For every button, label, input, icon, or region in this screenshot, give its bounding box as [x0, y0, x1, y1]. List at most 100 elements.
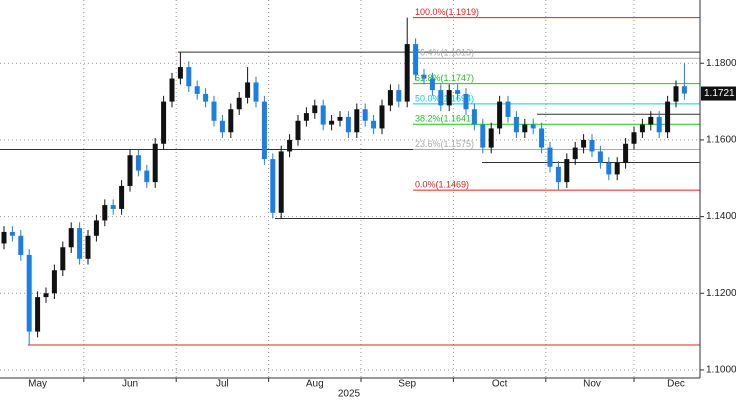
candle-body — [295, 120, 301, 140]
candle-body — [463, 93, 469, 110]
candle-body — [597, 151, 603, 163]
candle-body — [362, 109, 368, 121]
candle-body — [144, 170, 150, 183]
candle-body — [9, 231, 15, 236]
x-tick-label: Jun — [122, 379, 138, 390]
x-tick-label: Sep — [398, 379, 416, 390]
candle-body — [228, 109, 234, 133]
candle-body — [522, 124, 528, 133]
candle-body — [127, 155, 133, 186]
candle-body — [303, 113, 309, 121]
candle-body — [245, 82, 251, 98]
last-price-box — [701, 86, 736, 101]
candle-body — [480, 124, 486, 148]
candle-body — [614, 162, 620, 175]
candle-body — [505, 101, 511, 117]
candle-body — [639, 124, 645, 133]
candle-body — [177, 67, 183, 79]
y-tick-label: 1.1000 — [706, 365, 736, 376]
candle-body — [564, 159, 570, 183]
candle-body — [68, 228, 74, 248]
y-tick-label: 1.1600 — [706, 135, 736, 146]
candle-body — [623, 143, 629, 163]
fib-label: 23.6%(1.1575) — [415, 139, 474, 149]
candle-body — [312, 105, 318, 114]
candle-body — [648, 116, 654, 125]
candle-body — [387, 90, 393, 106]
y-tick-label: 1.1200 — [706, 288, 736, 299]
candle-body — [270, 159, 276, 213]
candle-body — [337, 116, 343, 121]
candle-body — [530, 124, 536, 129]
candle-body — [606, 162, 612, 175]
candle-body — [665, 101, 671, 133]
candle-body — [572, 147, 578, 160]
x-tick-label: Aug — [306, 379, 324, 390]
candle-body — [18, 235, 24, 255]
candle-body — [211, 101, 217, 121]
candle-body — [1, 231, 7, 244]
candle-body — [446, 90, 452, 106]
x-axis-label: 2025 — [338, 389, 361, 400]
candle-body — [194, 86, 200, 94]
candle-body — [345, 116, 351, 133]
candle-body — [656, 116, 662, 133]
candle-body — [396, 90, 402, 102]
y-tick-label: 1.1800 — [706, 58, 736, 69]
fib-label: 100.0%(1.1919) — [415, 7, 479, 17]
candle-body — [102, 205, 108, 221]
candle-body — [413, 44, 419, 75]
last-price-label: 1.1721 — [704, 88, 735, 99]
fib-label: 76.4%(1.1813) — [415, 48, 474, 58]
candle-body — [631, 132, 637, 144]
fib-label: 38.2%(1.1641) — [415, 114, 474, 124]
candle-body — [161, 101, 167, 144]
candle-body — [261, 101, 267, 160]
candle-body — [379, 105, 385, 129]
candle-body — [152, 143, 158, 183]
candle-body — [673, 86, 679, 102]
candle-body — [681, 86, 687, 94]
candle-body — [329, 120, 335, 125]
candle-body — [85, 235, 91, 259]
candle-body — [169, 78, 175, 102]
candle-body — [421, 74, 427, 79]
candle-body — [589, 139, 595, 152]
candle-body — [354, 109, 360, 133]
candle-body — [26, 254, 32, 332]
candle-body — [60, 247, 66, 271]
candle-body — [203, 93, 209, 102]
candle-body — [119, 185, 125, 209]
candle-body — [471, 109, 477, 125]
x-tick-label: May — [28, 379, 47, 390]
candle-body — [488, 128, 494, 148]
candle-body — [253, 82, 259, 102]
fib-label: 0.0%(1.1469) — [415, 180, 469, 190]
candle-body — [51, 270, 57, 294]
candle-body — [429, 78, 435, 91]
candle-body — [555, 166, 561, 183]
candle-body — [371, 120, 377, 129]
candle-body — [539, 128, 545, 148]
candle-body — [513, 116, 519, 133]
candle-body — [93, 220, 99, 236]
x-tick-label: Jul — [216, 379, 229, 390]
candle-body — [186, 67, 192, 87]
candle-body — [497, 101, 503, 129]
candle-body — [110, 205, 116, 209]
candle-body — [77, 228, 83, 259]
candle-body — [43, 293, 49, 298]
candle-body — [287, 139, 293, 152]
candle-body — [278, 151, 284, 213]
candle-body — [455, 90, 461, 94]
candle-body — [320, 105, 326, 125]
candle-body — [35, 297, 41, 332]
y-tick-label: 1.1400 — [706, 211, 736, 222]
candle-body — [135, 155, 141, 171]
candle-body — [438, 90, 444, 106]
candle-body — [404, 44, 410, 102]
candle-body — [547, 147, 553, 167]
candle-body — [581, 139, 587, 148]
x-tick-label: Nov — [583, 379, 601, 390]
